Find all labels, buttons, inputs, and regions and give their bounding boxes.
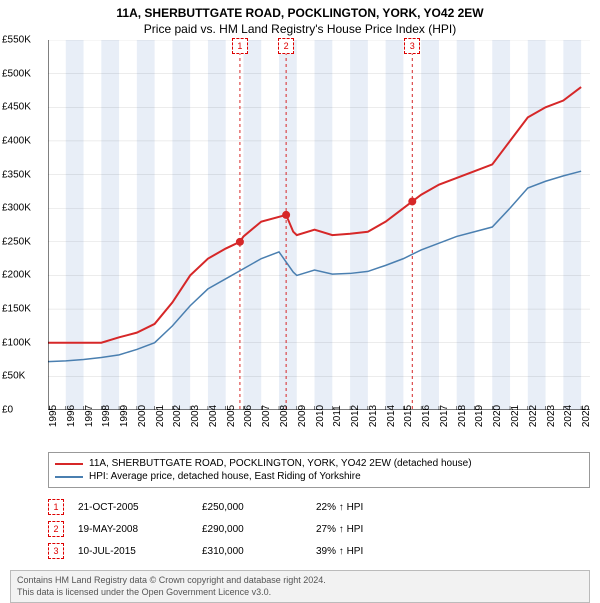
footer-line: This data is licensed under the Open Gov… xyxy=(17,587,583,599)
x-axis-label: 2013 xyxy=(368,405,379,427)
events-table: 1 21-OCT-2005 £250,000 22% ↑ HPI 2 19-MA… xyxy=(48,496,590,562)
chart-marker-box: 1 xyxy=(232,38,248,54)
x-axis-label: 2014 xyxy=(386,405,397,427)
event-row: 1 21-OCT-2005 £250,000 22% ↑ HPI xyxy=(48,496,590,518)
x-axis-label: 2016 xyxy=(421,405,432,427)
y-axis-label: £150K xyxy=(2,304,31,315)
x-axis-label: 2023 xyxy=(546,405,557,427)
x-axis-label: 2021 xyxy=(510,405,521,427)
x-axis-label: 1998 xyxy=(101,405,112,427)
chart-title-line1: 11A, SHERBUTTGATE ROAD, POCKLINGTON, YOR… xyxy=(0,0,600,20)
x-axis-label: 1999 xyxy=(119,405,130,427)
x-axis-label: 1996 xyxy=(66,405,77,427)
y-axis-label: £450K xyxy=(2,102,31,113)
footer-attribution: Contains HM Land Registry data © Crown c… xyxy=(10,570,590,603)
event-price: £310,000 xyxy=(202,546,302,557)
legend-swatch xyxy=(55,476,83,478)
y-axis-label: £200K xyxy=(2,270,31,281)
x-axis-label: 2024 xyxy=(563,405,574,427)
y-axis-label: £500K xyxy=(2,68,31,79)
x-axis-label: 2000 xyxy=(137,405,148,427)
legend-label: HPI: Average price, detached house, East… xyxy=(89,471,361,482)
legend-label: 11A, SHERBUTTGATE ROAD, POCKLINGTON, YOR… xyxy=(89,458,472,469)
chart-title-line2: Price paid vs. HM Land Registry's House … xyxy=(0,20,600,40)
x-axis-label: 2018 xyxy=(457,405,468,427)
legend: 11A, SHERBUTTGATE ROAD, POCKLINGTON, YOR… xyxy=(48,452,590,488)
y-axis-label: £400K xyxy=(2,135,31,146)
x-axis-label: 2010 xyxy=(315,405,326,427)
legend-swatch xyxy=(55,463,83,465)
x-axis-label: 2003 xyxy=(190,405,201,427)
event-diff: 27% ↑ HPI xyxy=(316,524,590,535)
legend-item: HPI: Average price, detached house, East… xyxy=(55,470,583,483)
event-date: 21-OCT-2005 xyxy=(78,502,188,513)
x-axis-label: 2005 xyxy=(226,405,237,427)
chart-marker-box: 3 xyxy=(404,38,420,54)
x-axis-label: 2015 xyxy=(403,405,414,427)
x-axis-label: 2002 xyxy=(172,405,183,427)
chart-plot-area: £0£50K£100K£150K£200K£250K£300K£350K£400… xyxy=(48,40,590,410)
x-axis-label: 2012 xyxy=(350,405,361,427)
y-axis-label: £300K xyxy=(2,203,31,214)
y-axis-label: £550K xyxy=(2,35,31,46)
event-diff: 39% ↑ HPI xyxy=(316,546,590,557)
chart-svg xyxy=(48,40,590,410)
y-axis-label: £250K xyxy=(2,236,31,247)
x-axis-label: 2011 xyxy=(332,405,343,427)
event-row: 3 10-JUL-2015 £310,000 39% ↑ HPI xyxy=(48,540,590,562)
chart-marker-box: 2 xyxy=(278,38,294,54)
x-axis-label: 2025 xyxy=(581,405,592,427)
y-axis-label: £350K xyxy=(2,169,31,180)
y-axis-label: £0 xyxy=(2,405,13,416)
y-axis-label: £50K xyxy=(2,371,25,382)
event-price: £250,000 xyxy=(202,502,302,513)
x-axis-label: 2022 xyxy=(528,405,539,427)
event-price: £290,000 xyxy=(202,524,302,535)
x-axis-label: 2006 xyxy=(243,405,254,427)
x-axis-label: 2019 xyxy=(474,405,485,427)
x-axis-label: 2007 xyxy=(261,405,272,427)
legend-item: 11A, SHERBUTTGATE ROAD, POCKLINGTON, YOR… xyxy=(55,457,583,470)
x-axis-label: 2001 xyxy=(155,405,166,427)
y-axis-label: £100K xyxy=(2,337,31,348)
event-date: 10-JUL-2015 xyxy=(78,546,188,557)
x-axis-label: 1997 xyxy=(84,405,95,427)
event-marker-box: 1 xyxy=(48,499,64,515)
x-axis-label: 1995 xyxy=(48,405,59,427)
x-axis-label: 2009 xyxy=(297,405,308,427)
event-row: 2 19-MAY-2008 £290,000 27% ↑ HPI xyxy=(48,518,590,540)
x-axis-label: 2017 xyxy=(439,405,450,427)
x-axis-label: 2008 xyxy=(279,405,290,427)
event-marker-box: 2 xyxy=(48,521,64,537)
event-diff: 22% ↑ HPI xyxy=(316,502,590,513)
event-marker-box: 3 xyxy=(48,543,64,559)
x-axis-label: 2020 xyxy=(492,405,503,427)
x-axis-label: 2004 xyxy=(208,405,219,427)
footer-line: Contains HM Land Registry data © Crown c… xyxy=(17,575,583,587)
event-date: 19-MAY-2008 xyxy=(78,524,188,535)
chart-container: 11A, SHERBUTTGATE ROAD, POCKLINGTON, YOR… xyxy=(0,0,600,590)
